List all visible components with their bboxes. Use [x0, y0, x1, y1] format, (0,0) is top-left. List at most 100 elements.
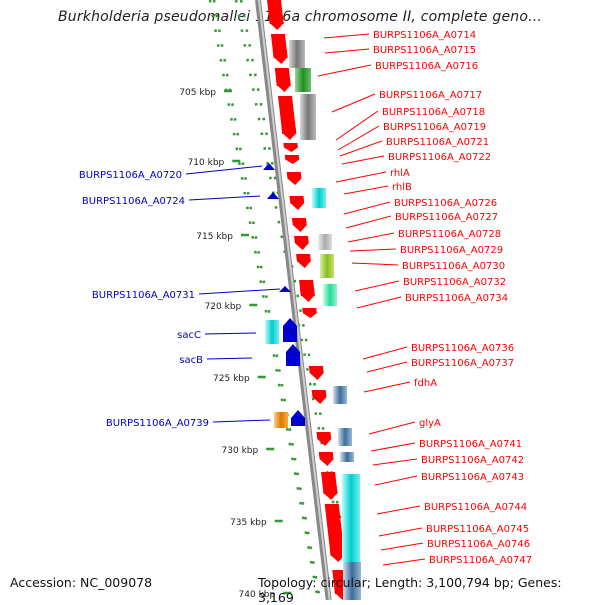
right-leader-24	[374, 475, 418, 486]
right-label-27[interactable]: BURPS1106A_A0746	[427, 539, 530, 550]
forward-gene-11	[296, 254, 311, 268]
forward-gene-6	[284, 155, 300, 164]
right-leader-15	[351, 262, 399, 266]
left-label-1[interactable]: BURPS1106A_A0720	[79, 170, 182, 181]
forward-gene-body-19	[324, 504, 345, 556]
feature-gray-1	[289, 40, 305, 68]
right-leader-10	[343, 185, 389, 195]
forward-gene-5	[283, 143, 298, 152]
kbp-label-5: 725 kbp	[213, 374, 250, 384]
right-leader-2	[324, 48, 370, 54]
right-label-15[interactable]: BURPS1106A_A0730	[402, 261, 505, 272]
right-label-22[interactable]: BURPS1106A_A0741	[419, 439, 522, 450]
topology-text: Topology: circular; Length: 3,100,794 bp…	[258, 575, 562, 605]
right-label-19[interactable]: BURPS1106A_A0737	[411, 358, 514, 369]
right-leader-6	[337, 125, 380, 151]
left-label-5[interactable]: sacB	[179, 355, 203, 366]
right-leader-21	[368, 421, 416, 435]
right-label-3[interactable]: BURPS1106A_A0716	[375, 61, 478, 72]
right-label-28[interactable]: BURPS1106A_A0747	[429, 555, 532, 566]
right-leader-16	[354, 280, 400, 292]
forward-gene-9	[291, 218, 307, 232]
right-label-4[interactable]: BURPS1106A_A0717	[379, 90, 482, 101]
right-leader-26	[378, 527, 423, 537]
feature-light	[318, 234, 332, 250]
forward-gene-2	[272, 50, 288, 64]
right-leader-22	[370, 442, 416, 452]
forward-gene-19	[329, 548, 345, 562]
forward-gene-15	[311, 390, 327, 404]
feature-sacC	[265, 320, 279, 344]
right-leader-3	[317, 64, 372, 77]
right-label-8[interactable]: BURPS1106A_A0722	[388, 152, 491, 163]
right-label-1[interactable]: BURPS1106A_A0714	[373, 30, 476, 41]
feature-mint	[323, 284, 337, 306]
right-leader-7	[339, 140, 383, 157]
right-label-5[interactable]: BURPS1106A_A0718	[382, 107, 485, 118]
right-leader-9	[335, 171, 387, 183]
right-label-10[interactable]: rhlB	[392, 182, 412, 193]
feature-steel-2	[338, 428, 352, 446]
right-label-25[interactable]: BURPS1106A_A0744	[424, 502, 527, 513]
right-label-26[interactable]: BURPS1106A_A0745	[426, 524, 529, 535]
forward-gene-body-4	[277, 96, 297, 134]
feature-steel-1	[333, 386, 347, 404]
right-leader-27	[380, 542, 424, 551]
forward-gene-17	[318, 452, 334, 466]
right-label-24[interactable]: BURPS1106A_A0743	[421, 472, 524, 483]
gene-features	[263, 0, 361, 600]
gene-labels: BURPS1106A_A0714 BURPS1106A_A0715 BURPS110…	[79, 30, 532, 566]
feature-cyan-1	[312, 188, 326, 208]
right-label-9[interactable]: rhlA	[390, 168, 410, 179]
left-label-4[interactable]: sacC	[177, 330, 201, 341]
left-leader-1	[185, 165, 263, 175]
right-label-11[interactable]: BURPS1106A_A0726	[394, 198, 497, 209]
right-label-2[interactable]: BURPS1106A_A0715	[373, 45, 476, 56]
forward-gene-3	[275, 78, 291, 92]
left-leader-6	[212, 419, 271, 423]
feature-gray-2	[300, 94, 316, 140]
feature-cyan-2	[342, 474, 360, 562]
feature-lime	[320, 254, 334, 278]
kbp-scale: 705 kbp 710 kbp 715 kbp 720 kbp 725 kbp 730 k…	[179, 88, 292, 600]
right-leader-12	[345, 215, 392, 229]
feature-steel-3	[340, 452, 354, 462]
right-leader-18	[362, 346, 408, 360]
right-label-14[interactable]: BURPS1106A_A0729	[400, 245, 503, 256]
forward-gene-13	[302, 308, 317, 318]
left-leader-5	[206, 357, 253, 360]
right-label-17[interactable]: BURPS1106A_A0734	[405, 293, 508, 304]
forward-gene-4	[281, 126, 297, 140]
right-leader-1	[323, 33, 370, 39]
right-label-7[interactable]: BURPS1106A_A0721	[386, 137, 489, 148]
left-leader-4	[204, 332, 257, 335]
reverse-gene-small-2	[267, 192, 279, 199]
right-label-20[interactable]: fdhA	[414, 378, 437, 389]
left-label-6[interactable]: BURPS1106A_A0739	[106, 418, 209, 429]
feature-green	[295, 68, 311, 92]
right-leader-23	[372, 458, 418, 466]
right-label-18[interactable]: BURPS1106A_A0736	[411, 343, 514, 354]
kbp-label-2: 710 kbp	[188, 158, 225, 168]
right-leader-19	[366, 361, 408, 373]
right-label-16[interactable]: BURPS1106A_A0732	[403, 277, 506, 288]
reverse-gene-sacC	[283, 318, 297, 342]
kbp-label-1: 705 kbp	[179, 88, 216, 98]
right-leader-11	[343, 201, 391, 215]
left-label-3[interactable]: BURPS1106A_A0731	[92, 290, 195, 301]
right-label-13[interactable]: BURPS1106A_A0728	[398, 229, 501, 240]
right-label-12[interactable]: BURPS1106A_A0727	[395, 212, 498, 223]
feature-steel-4	[343, 562, 361, 600]
reverse-gene-small-1	[263, 163, 275, 170]
left-leader-3	[198, 288, 281, 295]
right-leader-28	[382, 558, 426, 566]
right-label-21[interactable]: glyA	[419, 418, 441, 429]
right-label-23[interactable]: BURPS1106A_A0742	[421, 455, 524, 466]
left-label-2[interactable]: BURPS1106A_A0724	[82, 196, 185, 207]
forward-gene-14	[308, 366, 324, 380]
right-label-6[interactable]: BURPS1106A_A0719	[383, 122, 486, 133]
right-leader-8	[341, 155, 385, 165]
kbp-label-3: 715 kbp	[196, 232, 233, 242]
kbp-label-8: 740 kbp	[239, 590, 276, 600]
